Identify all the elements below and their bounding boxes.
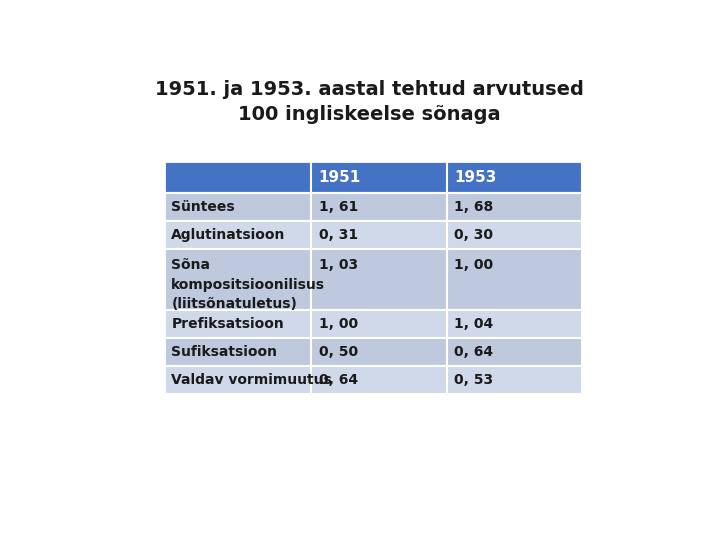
Text: 1, 04: 1, 04 — [454, 318, 493, 332]
Text: Valdav vormimuutus: Valdav vormimuutus — [171, 373, 332, 387]
Bar — [163, 366, 582, 394]
Text: 0, 30: 0, 30 — [454, 228, 493, 242]
Bar — [163, 310, 582, 338]
Bar — [163, 193, 582, 221]
Text: 1951. ja 1953. aastal tehtud arvutused
100 ingliskeelse sõnaga: 1951. ja 1953. aastal tehtud arvutused 1… — [155, 80, 583, 124]
Bar — [163, 161, 582, 394]
Text: 1, 00: 1, 00 — [454, 258, 493, 272]
Text: Sõna
kompositsioonilisus
(liitsõnatuletus): Sõna kompositsioonilisus (liitsõnatuletu… — [171, 258, 325, 311]
Text: 1953: 1953 — [454, 170, 497, 185]
Text: 0, 64: 0, 64 — [454, 345, 493, 359]
Text: 1, 61: 1, 61 — [319, 200, 358, 214]
Text: 1, 03: 1, 03 — [319, 258, 358, 272]
Text: 0, 64: 0, 64 — [319, 373, 358, 387]
Text: Sufiksatsioon: Sufiksatsioon — [171, 345, 277, 359]
Bar — [163, 249, 582, 310]
Text: Prefiksatsioon: Prefiksatsioon — [171, 318, 284, 332]
Text: 1, 00: 1, 00 — [319, 318, 358, 332]
Text: Aglutinatsioon: Aglutinatsioon — [171, 228, 286, 242]
Text: 1951: 1951 — [319, 170, 361, 185]
Text: 0, 50: 0, 50 — [319, 345, 358, 359]
Bar — [163, 161, 582, 193]
Text: Süntees: Süntees — [171, 200, 235, 214]
Text: 1, 68: 1, 68 — [454, 200, 493, 214]
Bar — [163, 221, 582, 249]
Bar — [163, 338, 582, 366]
Text: 0, 31: 0, 31 — [319, 228, 358, 242]
Text: 0, 53: 0, 53 — [454, 373, 493, 387]
